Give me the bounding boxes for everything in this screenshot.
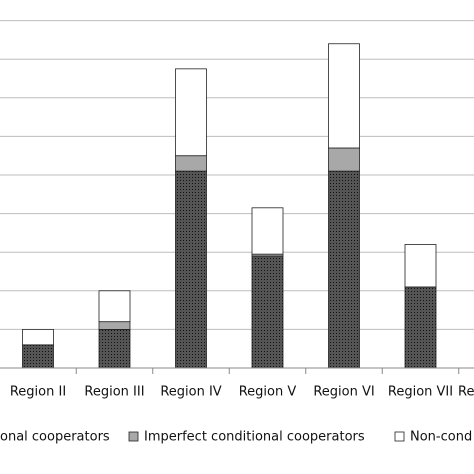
x-tick-label: Region IV	[160, 385, 221, 400]
x-tick-label: Region VII	[388, 385, 453, 400]
x-tick-label: Region II	[10, 385, 66, 400]
bar-segment	[98, 290, 131, 323]
bar-segment	[251, 255, 284, 369]
bar-segment	[328, 43, 360, 149]
bar-segment	[328, 170, 360, 369]
legend-label: Non-cond	[410, 430, 472, 445]
bar-segment	[22, 328, 54, 346]
bar-segment	[22, 344, 54, 369]
legend-label: onal cooperators	[0, 430, 110, 445]
bar-segment	[175, 170, 207, 369]
bar-segment	[98, 328, 131, 369]
bar-segment	[175, 68, 207, 157]
bar-segment	[98, 321, 131, 330]
bar-segment	[404, 286, 437, 369]
legend-swatch	[128, 431, 139, 442]
x-tick-label: Re	[458, 385, 474, 400]
x-tick-label: Region VI	[313, 385, 374, 400]
legend-label: Imperfect conditional cooperators	[144, 430, 365, 445]
bar-segment	[328, 147, 360, 172]
bar-segment	[251, 207, 284, 255]
legend-swatch	[394, 431, 405, 442]
x-tick-label: Region V	[239, 385, 297, 400]
bar-segment	[175, 155, 207, 172]
bar-segment	[404, 244, 437, 288]
x-tick-label: Region III	[84, 385, 144, 400]
